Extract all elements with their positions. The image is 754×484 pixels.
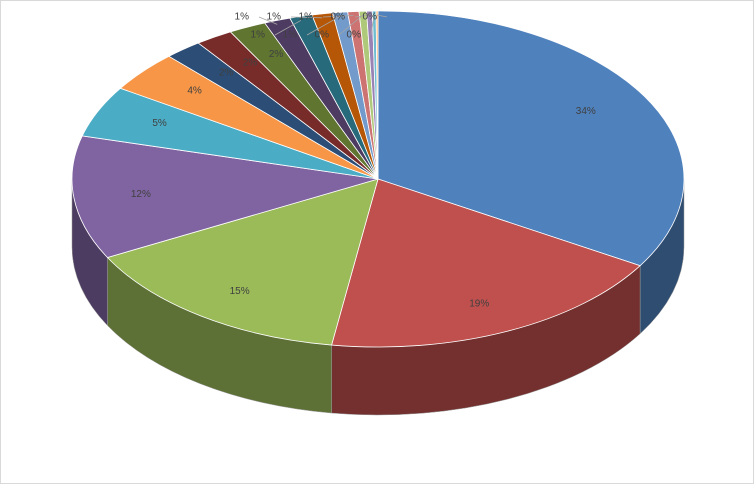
leader-line [370, 14, 375, 36]
data-label: 2% [243, 57, 258, 68]
data-label: 0% [315, 30, 330, 41]
leader-line [376, 14, 388, 18]
slice [377, 10, 685, 267]
slice [375, 10, 379, 180]
data-label: 2% [269, 49, 284, 60]
slice [106, 178, 379, 346]
labels: 34%19%15%12%5%4%2%2%2%1%1%1%1%1%0%0%0%0% [131, 12, 596, 310]
data-label: 1% [235, 12, 250, 23]
leader-line [258, 16, 278, 25]
data-label: 2% [219, 67, 234, 78]
leader-line [290, 16, 323, 19]
data-label: 0% [347, 30, 362, 41]
data-label: 19% [469, 298, 489, 309]
data-label: 0% [331, 12, 346, 23]
data-label: 34% [576, 106, 596, 117]
data-label: 4% [187, 85, 202, 96]
leader-line [354, 14, 370, 18]
data-label: 0% [363, 12, 378, 23]
slice [331, 178, 641, 348]
slice [71, 135, 379, 258]
leader-line [322, 15, 354, 18]
data-label: 1% [251, 30, 266, 41]
pie-sides [71, 178, 685, 416]
data-label: 5% [152, 118, 167, 129]
data-label: 1% [267, 12, 282, 23]
data-label: 15% [230, 286, 250, 297]
data-label: 12% [131, 189, 151, 200]
data-label: 1% [299, 12, 314, 23]
leader-line [306, 15, 341, 36]
pie-tops [71, 10, 685, 348]
leader-line [338, 14, 364, 36]
data-label: 1% [283, 30, 298, 41]
leader-line [274, 20, 302, 36]
